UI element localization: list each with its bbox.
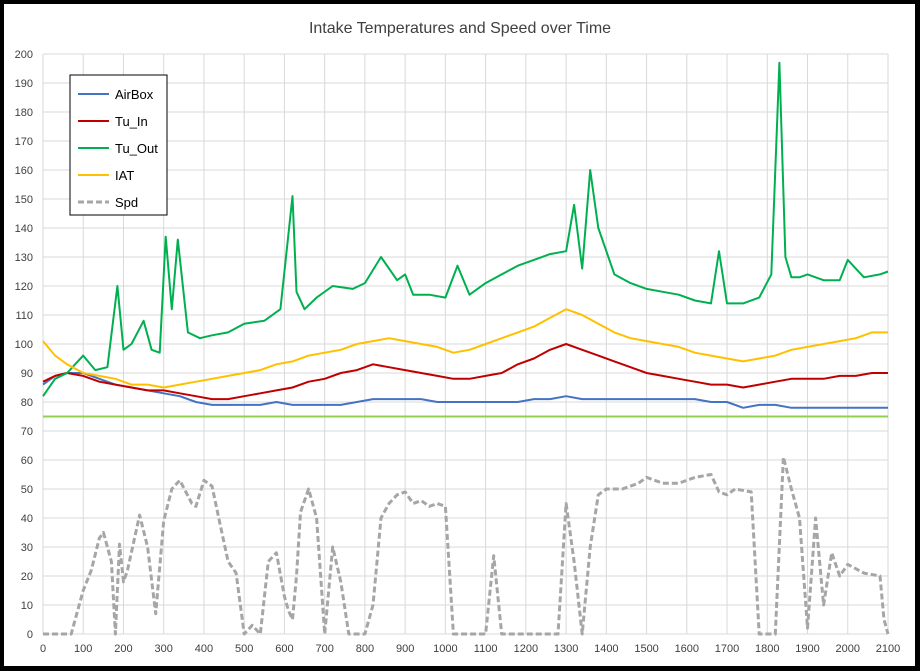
y-tick-label: 120 <box>15 281 33 293</box>
y-tick-label: 170 <box>15 136 33 148</box>
legend-label-tu-in: Tu_In <box>115 114 148 129</box>
series-line-tu-in <box>42 343 888 401</box>
x-tick-label: 800 <box>356 643 374 655</box>
legend-box <box>69 74 168 216</box>
legend: AirBox Tu_In Tu_Out IAT Spd <box>69 74 168 216</box>
x-tick-label: 200 <box>114 643 132 655</box>
y-tick-label: 110 <box>15 310 33 322</box>
x-tick-label: 1200 <box>514 643 538 655</box>
legend-label-spd: Spd <box>115 195 138 210</box>
x-tick-label: 400 <box>195 643 213 655</box>
x-tick-label: 1500 <box>634 643 658 655</box>
x-tick-label: 500 <box>235 643 253 655</box>
y-tick-label: 140 <box>15 223 33 235</box>
y-tick-label: 30 <box>21 542 33 554</box>
x-tick-label: 1400 <box>594 643 618 655</box>
x-tick-label: 700 <box>315 643 333 655</box>
legend-label-iat: IAT <box>115 168 134 183</box>
x-tick-label: 1100 <box>474 643 498 655</box>
y-tick-label: 60 <box>21 455 33 467</box>
chart-svg: Intake Temperatures and Speed over Time … <box>15 20 901 655</box>
y-tick-label: 0 <box>27 629 33 641</box>
x-tick-label: 900 <box>396 643 414 655</box>
x-tick-label: 1300 <box>554 643 578 655</box>
y-tick-label: 130 <box>15 252 33 264</box>
x-tick-label: 1800 <box>755 643 779 655</box>
x-tick-label: 300 <box>155 643 173 655</box>
series-layer <box>42 61 890 636</box>
legend-label-airbox: AirBox <box>115 87 154 102</box>
y-tick-label: 160 <box>15 165 33 177</box>
x-tick-label: 2000 <box>836 643 860 655</box>
x-tick-label: 100 <box>74 643 92 655</box>
series-line-tu-out <box>42 61 889 397</box>
series-line-spd <box>43 455 890 636</box>
x-tick-label: 1600 <box>675 643 699 655</box>
y-tick-label: 70 <box>21 426 33 438</box>
y-tick-label: 80 <box>21 397 33 409</box>
series-line-airbox <box>42 372 888 409</box>
y-tick-label: 150 <box>15 194 33 206</box>
tick-layer: 0 10 20 30 40 50 60 70 80 90 100 110 120 130 140 150 160… <box>15 49 901 655</box>
y-tick-label: 200 <box>15 49 33 61</box>
x-tick-label: 0 <box>40 643 46 655</box>
y-tick-label: 90 <box>21 368 33 380</box>
chart-title: Intake Temperatures and Speed over Time <box>309 20 611 37</box>
x-tick-label: 1900 <box>795 643 819 655</box>
x-tick-label: 1000 <box>433 643 457 655</box>
x-tick-label: 600 <box>275 643 293 655</box>
chart-area: Intake Temperatures and Speed over Time … <box>4 4 915 666</box>
grid-layer <box>42 53 889 635</box>
x-tick-label: 1700 <box>715 643 739 655</box>
x-tick-label: 2100 <box>876 643 900 655</box>
y-tick-label: 40 <box>21 513 33 525</box>
legend-label-tu-out: Tu_Out <box>115 141 158 156</box>
y-tick-label: 180 <box>15 107 33 119</box>
y-tick-label: 100 <box>15 339 33 351</box>
series-line-iat <box>42 308 888 389</box>
y-tick-label: 20 <box>21 571 33 583</box>
y-tick-label: 190 <box>15 78 33 90</box>
y-tick-label: 50 <box>21 484 33 496</box>
y-tick-label: 10 <box>21 600 33 612</box>
